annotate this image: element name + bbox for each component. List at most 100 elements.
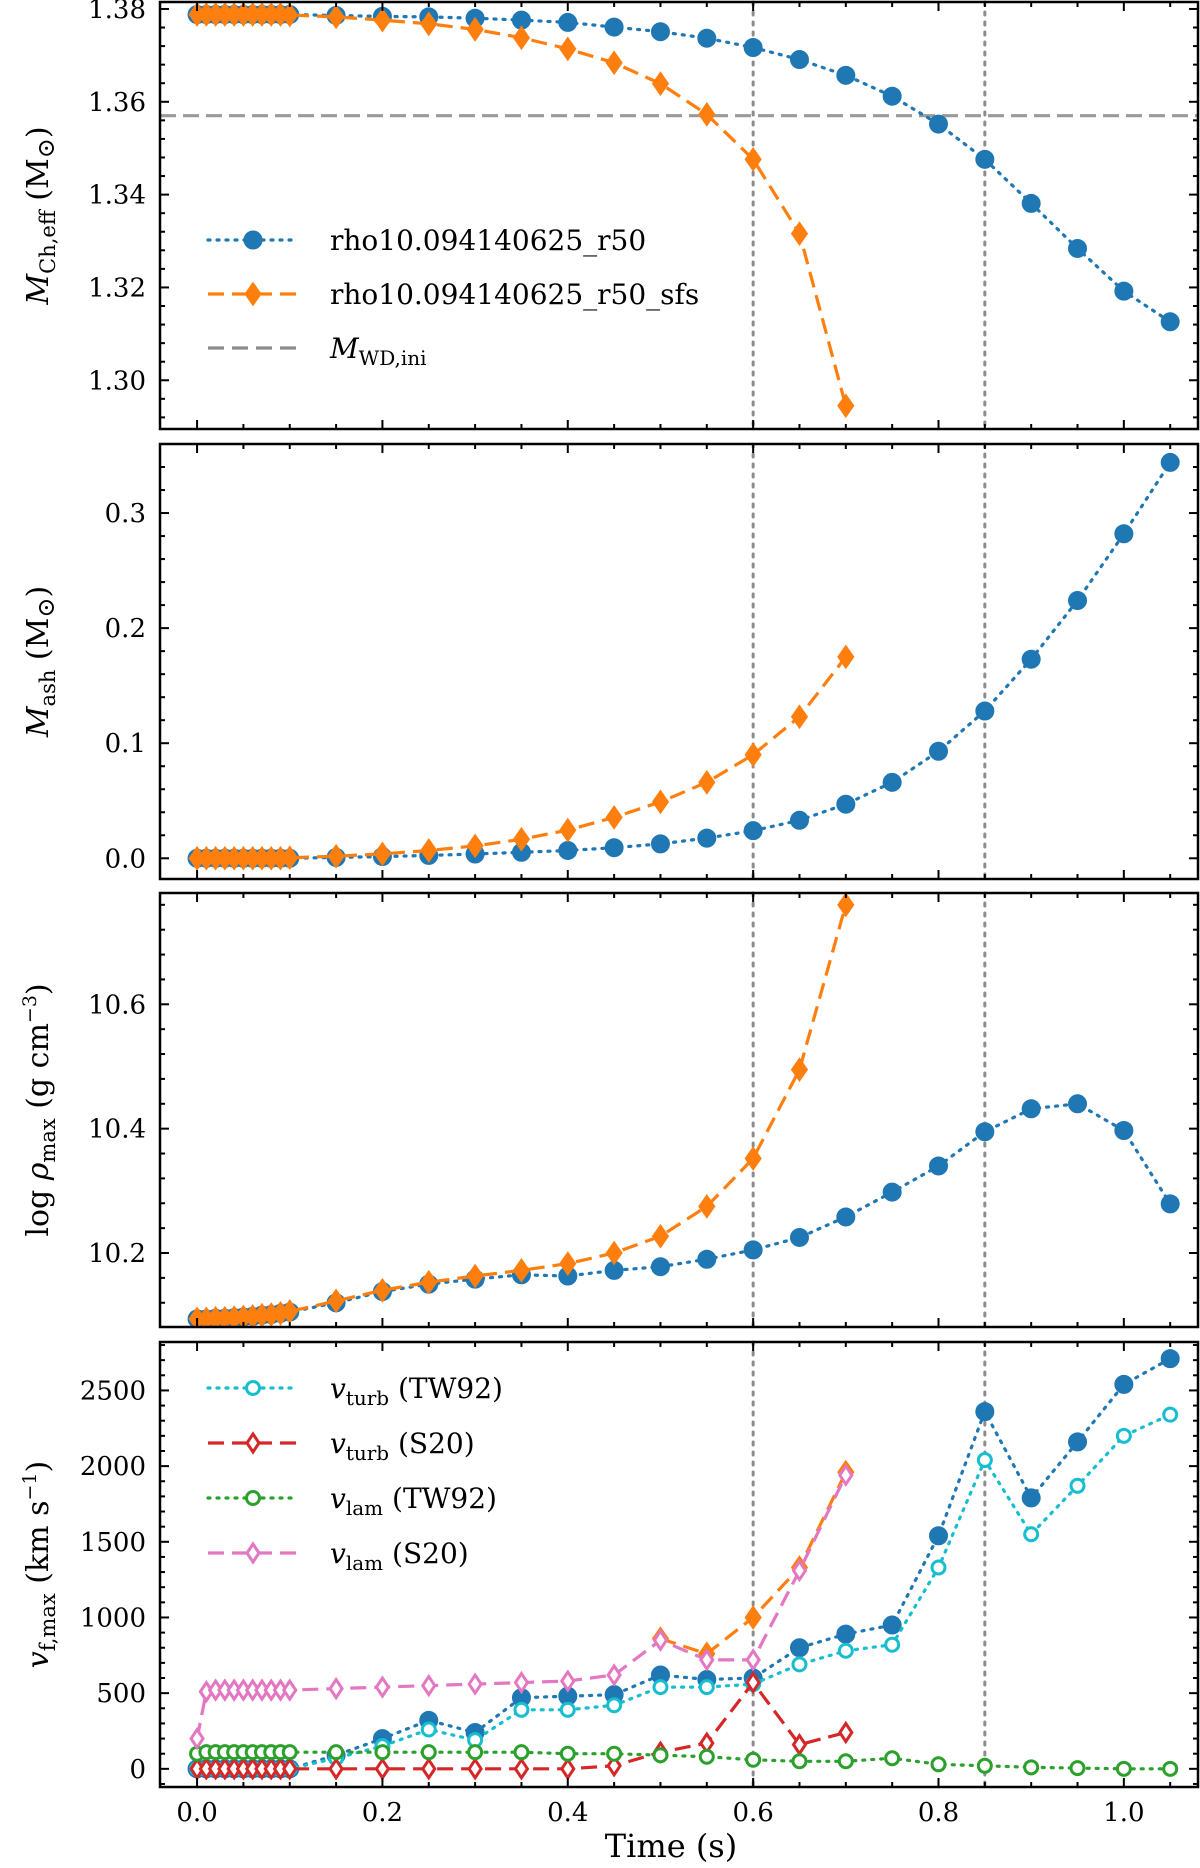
data-point xyxy=(559,1669,576,1693)
data-point xyxy=(837,893,855,918)
data-point xyxy=(1021,1099,1041,1119)
y-tick-label: 1.36 xyxy=(88,88,146,118)
data-point xyxy=(467,1744,484,1761)
data-point xyxy=(1068,1094,1088,1114)
legend: vturb (TW92) vturb (S20) vlam (TW92) vlam (… xyxy=(206,1372,503,1575)
x-tick-label: 0.2 xyxy=(362,1798,403,1828)
data-point xyxy=(838,1463,854,1487)
plot-frame xyxy=(158,0,1200,431)
x-tick-label: 0.8 xyxy=(918,1798,959,1828)
legend-label: vturb (S20) xyxy=(330,1427,475,1465)
series-group xyxy=(187,893,1180,1327)
y-tick-label: 0 xyxy=(129,1755,146,1785)
data-point xyxy=(882,86,902,106)
data-point xyxy=(1068,591,1088,611)
x-tick-label: 0.6 xyxy=(732,1798,773,1828)
x-tick-label: 0.4 xyxy=(547,1798,588,1828)
legend-item: rho10.094140625_r50 xyxy=(206,224,646,257)
data-point xyxy=(327,4,345,30)
data-point xyxy=(838,1720,854,1745)
data-point xyxy=(559,1757,576,1781)
legend: rho10.094140625_r50 rho10.094140625_r50_s… xyxy=(206,224,699,370)
data-point xyxy=(790,221,809,246)
data-point xyxy=(1114,1374,1134,1394)
legend-label: vlam (TW92) xyxy=(330,1482,497,1520)
series-line xyxy=(195,12,1172,324)
data-point xyxy=(328,1757,344,1781)
data-point xyxy=(975,701,995,721)
legend-item: vlam (S20) xyxy=(208,1537,469,1575)
data-point xyxy=(650,22,670,42)
data-point xyxy=(281,845,299,871)
series-line xyxy=(195,1102,1172,1321)
y-tick-label: 1.32 xyxy=(88,273,146,303)
legend-label: vlam (S20) xyxy=(330,1537,469,1575)
y-tick-label: 500 xyxy=(96,1679,146,1709)
legend-marker xyxy=(245,1380,261,1396)
data-point xyxy=(789,810,809,830)
data-point xyxy=(1021,193,1041,213)
panel-mash: 0.0 0.1 0.2 0.3 Mash (M⊙) xyxy=(21,442,1200,881)
legend-item: MWD,ini xyxy=(208,332,427,370)
series-group xyxy=(187,452,1180,871)
data-point xyxy=(420,838,438,863)
data-point xyxy=(328,1744,345,1761)
y-axis-label: vf,max (km s−1) xyxy=(19,1461,60,1668)
data-point xyxy=(743,1240,763,1260)
data-point xyxy=(189,1726,205,1751)
data-point xyxy=(373,1277,392,1303)
data-point xyxy=(837,1753,854,1770)
data-point xyxy=(512,25,531,51)
data-point xyxy=(420,1744,437,1761)
data-point xyxy=(1162,1406,1179,1423)
data-point xyxy=(789,50,809,70)
legend-label: MWD,ini xyxy=(329,332,427,370)
data-point xyxy=(606,1754,622,1778)
legend-label: rho10.094140625_r50 xyxy=(330,224,646,257)
data-point xyxy=(420,1757,437,1781)
data-point xyxy=(743,37,763,57)
data-point xyxy=(790,704,809,730)
data-point xyxy=(789,1638,809,1658)
y-tick-label: 0.3 xyxy=(105,499,146,529)
data-point xyxy=(1069,1760,1086,1777)
y-axis-label: Mash (M⊙) xyxy=(21,586,60,738)
data-point xyxy=(604,17,624,37)
legend-marker xyxy=(245,1490,261,1506)
data-point xyxy=(281,1757,298,1781)
data-point xyxy=(1023,1526,1040,1543)
data-point xyxy=(328,1676,344,1701)
y-tick-label: 0.1 xyxy=(105,729,146,759)
plot-frame xyxy=(158,891,1200,1329)
data-point xyxy=(975,149,995,169)
data-point xyxy=(837,393,855,419)
data-point xyxy=(837,644,855,670)
data-point xyxy=(698,101,716,127)
data-point xyxy=(697,1249,717,1269)
data-point xyxy=(373,7,392,33)
data-point xyxy=(651,789,670,815)
x-tick-label: 0.0 xyxy=(176,1798,217,1828)
legend-marker xyxy=(243,230,263,250)
data-point xyxy=(558,840,578,860)
y-tick-label: 1.30 xyxy=(88,366,146,396)
series-group xyxy=(187,2,1180,419)
x-tick-label: 1.0 xyxy=(1103,1798,1144,1828)
data-point xyxy=(882,1182,902,1202)
data-point xyxy=(884,1636,901,1653)
data-point xyxy=(744,742,762,768)
data-point xyxy=(1114,281,1134,301)
data-point xyxy=(698,1748,715,1765)
data-point xyxy=(650,834,670,854)
data-point xyxy=(836,1207,856,1227)
data-point xyxy=(1021,649,1041,669)
data-point xyxy=(697,828,717,848)
legend-marker xyxy=(244,281,262,307)
data-point xyxy=(605,805,623,830)
data-point xyxy=(513,1670,530,1695)
panel-rho: 10.2 10.4 10.6 log ρmax (g cm−3) xyxy=(19,891,1200,1329)
data-point xyxy=(374,1744,391,1761)
data-point xyxy=(929,114,948,134)
data-point xyxy=(1069,1477,1086,1494)
